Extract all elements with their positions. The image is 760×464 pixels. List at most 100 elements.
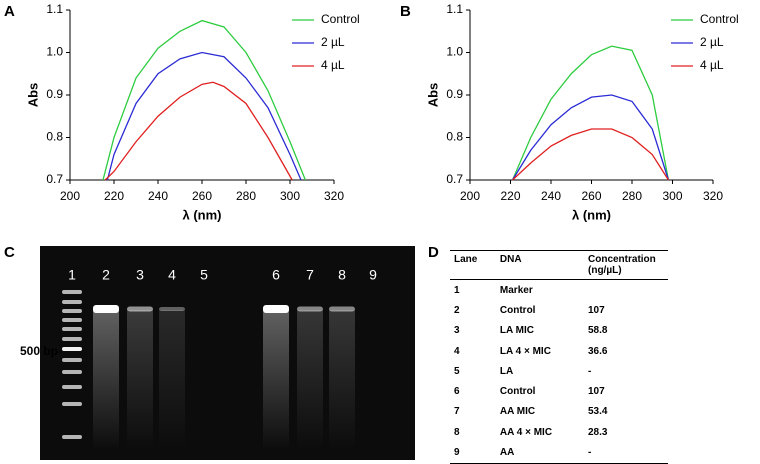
dna-band: [93, 305, 119, 313]
table-cell: Control: [499, 386, 536, 398]
ladder-band: [62, 300, 82, 304]
y-tick-label: 0.8: [46, 130, 63, 144]
table-cell: Control: [499, 304, 536, 316]
y-tick-label: 0.8: [446, 130, 463, 144]
ladder-band: [62, 327, 82, 331]
table-cell: 28.3: [588, 426, 608, 438]
table-cell: Marker: [499, 284, 533, 296]
header-cell: Lane: [450, 250, 496, 280]
table-cell: -: [584, 442, 668, 464]
smear: [297, 310, 323, 450]
table-row: 8 AA 4 × MIC 28.3: [450, 422, 668, 442]
panel-label: A: [4, 3, 15, 20]
x-tick-label: 240: [541, 189, 561, 203]
gel-bands: [62, 290, 355, 450]
table-cell: 36.6: [588, 345, 608, 357]
table-cell: 2: [454, 304, 460, 316]
table-cell: 1: [454, 284, 460, 296]
table-cell: 53.4: [588, 406, 608, 418]
ladder-band: [62, 318, 82, 322]
y-axis-label: Abs: [425, 83, 440, 108]
lane-label: 6: [272, 267, 280, 283]
series-line: [511, 45, 670, 181]
x-tick-label: 220: [500, 189, 520, 203]
table-cell: 107: [588, 386, 605, 398]
x-tick-label: 300: [662, 189, 682, 203]
smear: [159, 310, 185, 450]
y-tick-label: 0.7: [446, 172, 463, 186]
table-header: Lane DNA Concentration (ng/µL): [450, 250, 668, 280]
x-tick-label: 220: [104, 189, 124, 203]
x-tick-label: 200: [460, 189, 480, 203]
dna-band: [329, 306, 355, 312]
table-cell: 58.8: [588, 325, 608, 337]
x-tick-label: 200: [60, 189, 80, 203]
table-cell: -: [588, 365, 592, 377]
panel-label: D: [428, 244, 439, 261]
table-cell: 107: [588, 304, 605, 316]
lane-label: 1: [68, 267, 76, 283]
series-line: [102, 19, 307, 181]
smear: [93, 310, 119, 450]
header-cell: DNA: [495, 250, 584, 280]
x-tick-label: 260: [581, 189, 601, 203]
data-table: Lane DNA Concentration (ng/µL) 1 Marker 2 Con…: [450, 250, 668, 464]
legend-label: 4 µL: [321, 58, 345, 72]
table-row: 4 LA 4 × MIC 36.6: [450, 341, 668, 361]
ladder-band: [62, 337, 82, 341]
table-cell: AA MIC: [499, 406, 536, 418]
table-row: 3 LA MIC 58.8: [450, 321, 668, 341]
table-cell: 4: [454, 345, 460, 357]
table-row: 1 Marker: [450, 280, 668, 301]
x-axis-label: λ (nm): [572, 207, 611, 222]
ladder-band: [62, 309, 82, 313]
series-line: [512, 128, 669, 181]
table-cell: LA: [499, 365, 514, 377]
x-tick-label: 320: [324, 189, 344, 203]
smear: [127, 310, 153, 450]
ladder-band: [62, 370, 82, 374]
ladder-band: [62, 347, 82, 351]
panel-label: C: [4, 244, 15, 261]
x-tick-label: 320: [703, 189, 723, 203]
lane-label: 7: [306, 267, 314, 283]
y-tick-label: 0.9: [46, 87, 63, 101]
table-row: 9 AA -: [450, 442, 668, 464]
lane-label: 5: [200, 267, 208, 283]
lane-label: 3: [136, 267, 144, 283]
legend-label: Control: [321, 12, 360, 26]
y-tick-label: 0.9: [446, 87, 463, 101]
lane-label: 4: [168, 267, 176, 283]
table-row: 2 Control 107: [450, 300, 668, 320]
ladder-band: [62, 435, 82, 439]
series-line: [106, 51, 302, 181]
series-line: [511, 94, 670, 181]
smear: [263, 310, 289, 450]
y-axis-label: Abs: [25, 83, 40, 108]
header-cell: Concentration (ng/µL): [584, 250, 668, 280]
table-cell: 8: [454, 426, 460, 438]
y-tick-label: 1.0: [446, 45, 463, 59]
x-tick-label: 300: [280, 189, 300, 203]
ladder-band: [62, 402, 82, 406]
smear: [329, 310, 355, 450]
table-row: 6 Control 107: [450, 381, 668, 401]
x-tick-label: 280: [236, 189, 256, 203]
table-cell: [584, 280, 668, 301]
table-cell: LA 4 × MIC: [499, 345, 551, 357]
table-cell: 6: [454, 386, 460, 398]
lane-label: 8: [338, 267, 346, 283]
table-cell: LA MIC: [499, 325, 534, 337]
dna-band: [297, 306, 323, 312]
legend-label: 2 µL: [700, 35, 724, 49]
table-cell: 3: [454, 325, 460, 337]
table-cell: 5: [454, 365, 460, 377]
legend-label: 4 µL: [700, 58, 724, 72]
x-tick-label: 240: [148, 189, 168, 203]
lane-label: 2: [102, 267, 110, 283]
lane-label: 9: [369, 267, 377, 283]
dna-band: [159, 307, 185, 311]
table-cell: 9: [450, 442, 496, 464]
